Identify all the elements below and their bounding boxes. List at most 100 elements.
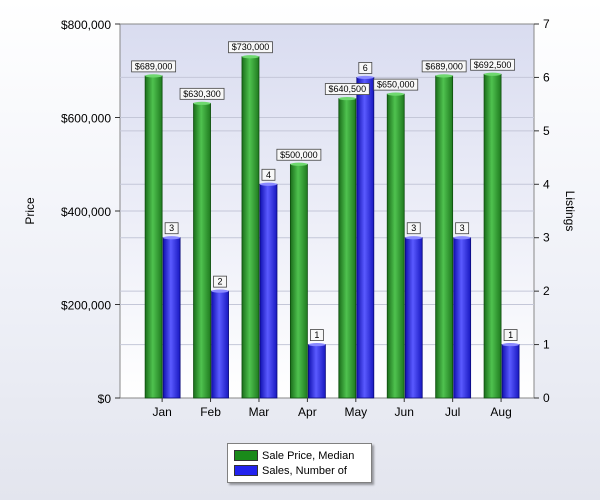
data-label: 6 xyxy=(358,62,373,74)
data-label: 3 xyxy=(455,222,470,235)
bar-cap xyxy=(502,342,520,347)
y-axis-title: Price xyxy=(23,197,37,225)
data-label-text: $689,000 xyxy=(135,61,173,71)
data-label-text: 1 xyxy=(314,330,319,340)
bar-cap xyxy=(356,75,374,80)
y2-tick-label: 4 xyxy=(543,177,550,191)
bar-cap xyxy=(145,74,163,78)
x-tick-label: Aug xyxy=(490,405,511,419)
data-label: 1 xyxy=(309,329,324,341)
data-label-box xyxy=(261,168,276,181)
bar-cap xyxy=(241,55,259,59)
data-label-text: $640,500 xyxy=(329,84,367,94)
data-label: 4 xyxy=(261,168,276,181)
data-label: 3 xyxy=(406,222,421,235)
bar-cap xyxy=(405,236,423,240)
data-label-box xyxy=(358,62,373,74)
y2-tick-label: 6 xyxy=(543,70,550,84)
y2-tick-label: 5 xyxy=(543,124,550,138)
y-tick-label: $800,000 xyxy=(61,18,111,32)
x-tick-label: Jan xyxy=(152,405,171,419)
data-label-text: $630,300 xyxy=(183,89,221,99)
bar-cap xyxy=(308,342,326,347)
data-label-box xyxy=(470,58,515,71)
y2-tick-label: 2 xyxy=(543,284,550,298)
data-label-box xyxy=(455,222,470,235)
data-label-text: 1 xyxy=(508,330,513,340)
data-label: $650,000 xyxy=(373,78,419,91)
bar-sales-count xyxy=(211,290,229,399)
x-tick-label: Feb xyxy=(200,405,221,419)
legend-item-sale-price: Sale Price, Median xyxy=(234,448,365,463)
y-tick-label: $0 xyxy=(98,392,112,406)
bar-sale-price xyxy=(241,56,260,399)
bar-sale-price xyxy=(435,75,454,399)
right-axis-ticks: 0 1 2 3 4 5 6 7 xyxy=(534,17,550,405)
data-label-box xyxy=(324,83,370,95)
y2-tick-label: 1 xyxy=(543,338,550,352)
data-label: 2 xyxy=(213,275,227,288)
bar-sales-count xyxy=(162,237,181,399)
legend-label-sale-price: Sale Price, Median xyxy=(262,449,355,462)
data-label-box xyxy=(228,41,273,54)
data-label: $689,000 xyxy=(421,60,467,73)
bar-cap xyxy=(259,182,277,186)
data-label-text: 2 xyxy=(218,277,223,287)
data-labels: $689,000 3 $630,300 2 $730,000 4 $500,000 1 $640… xyxy=(131,41,518,341)
data-label-text: 6 xyxy=(363,63,368,73)
y2-axis-title: Listings xyxy=(563,191,577,232)
legend-label-sales-count: Sales, Number of xyxy=(262,464,347,477)
bar-cap xyxy=(193,101,211,105)
data-label: 3 xyxy=(164,222,179,235)
y-tick-label: $200,000 xyxy=(61,299,111,313)
data-label: $630,300 xyxy=(179,87,225,100)
bar-sales-count xyxy=(501,344,520,399)
bar-sales-count xyxy=(404,237,423,399)
x-tick-label: May xyxy=(344,405,367,419)
bar-sale-price xyxy=(386,93,405,399)
data-label: $640,500 xyxy=(324,83,370,95)
bar-sales-count xyxy=(307,344,326,399)
data-label-text: $650,000 xyxy=(377,80,415,90)
x-tick-label: Apr xyxy=(298,405,317,419)
data-label-box xyxy=(213,275,227,288)
bar-cap xyxy=(387,92,405,96)
data-label-box xyxy=(421,60,467,73)
bar-cap xyxy=(453,236,471,240)
data-label-box xyxy=(131,60,177,73)
y2-tick-label: 0 xyxy=(543,391,550,405)
bar-sales-count xyxy=(259,183,278,399)
y2-tick-label: 7 xyxy=(543,17,550,31)
bar-sale-price xyxy=(193,102,211,399)
bar-cap xyxy=(484,72,502,76)
legend-swatch-green xyxy=(234,450,258,461)
bar-sale-price xyxy=(289,163,308,399)
x-tick-label: Jun xyxy=(395,405,414,419)
data-label-text: $730,000 xyxy=(232,42,270,52)
y-tick-label: $400,000 xyxy=(61,205,111,219)
data-label-box xyxy=(503,329,518,341)
bar-cap xyxy=(435,74,453,78)
legend-swatch-blue xyxy=(234,465,258,476)
data-label: $500,000 xyxy=(276,148,322,161)
x-tick-label: Jul xyxy=(445,405,460,419)
data-label-box xyxy=(309,329,324,341)
data-label-text: 3 xyxy=(460,223,465,233)
x-tick-label: Mar xyxy=(249,405,270,419)
legend-item-sales-count: Sales, Number of xyxy=(234,463,365,478)
bar-sale-price xyxy=(338,98,357,399)
data-label-box xyxy=(179,87,225,100)
bar-sale-price xyxy=(483,73,502,399)
data-label: $689,000 xyxy=(131,60,177,73)
data-label-text: $692,500 xyxy=(474,60,512,70)
bar-cap xyxy=(211,289,229,293)
left-axis-ticks: $0 $200,000 $400,000 $600,000 $800,000 xyxy=(61,18,120,406)
y-tick-label: $600,000 xyxy=(61,112,111,126)
bar-cap xyxy=(163,236,181,240)
bar-cap xyxy=(338,96,356,101)
bar-sale-price xyxy=(144,75,163,399)
data-label-text: $500,000 xyxy=(280,150,318,160)
data-label-text: $689,000 xyxy=(425,61,463,71)
bar-sales-count xyxy=(356,77,375,399)
